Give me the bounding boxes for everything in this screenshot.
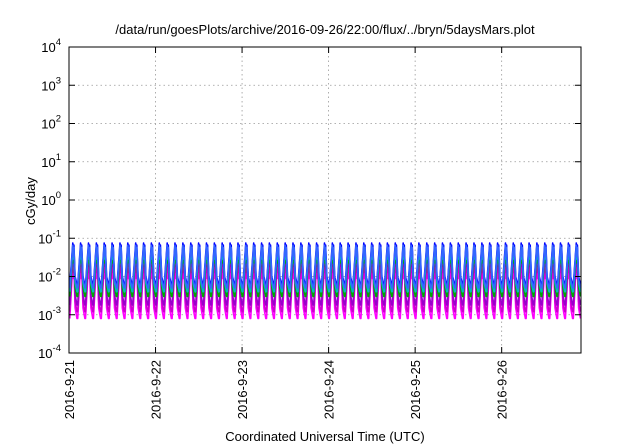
x-tick-label: 2016-9-24 xyxy=(322,360,337,419)
x-tick-label: 2016-9-26 xyxy=(495,360,510,419)
grid xyxy=(69,47,581,353)
x-axis-label: Coordinated Universal Time (UTC) xyxy=(225,429,424,444)
series-layer xyxy=(69,242,582,320)
x-tick-label: 2016-9-25 xyxy=(408,360,423,419)
chart-title: /data/run/goesPlots/archive/2016-09-26/2… xyxy=(115,22,535,37)
x-axis: 2016-9-21 2016-9-22 2016-9-23 2016-9-24 2016… xyxy=(62,47,510,419)
x-tick-label: 2016-9-21 xyxy=(62,360,77,419)
y-axis-label: cGy/day xyxy=(23,177,38,225)
series-line xyxy=(69,244,582,289)
x-tick-label: 2016-9-23 xyxy=(235,360,250,419)
x-tick-label: 2016-9-22 xyxy=(149,360,164,419)
